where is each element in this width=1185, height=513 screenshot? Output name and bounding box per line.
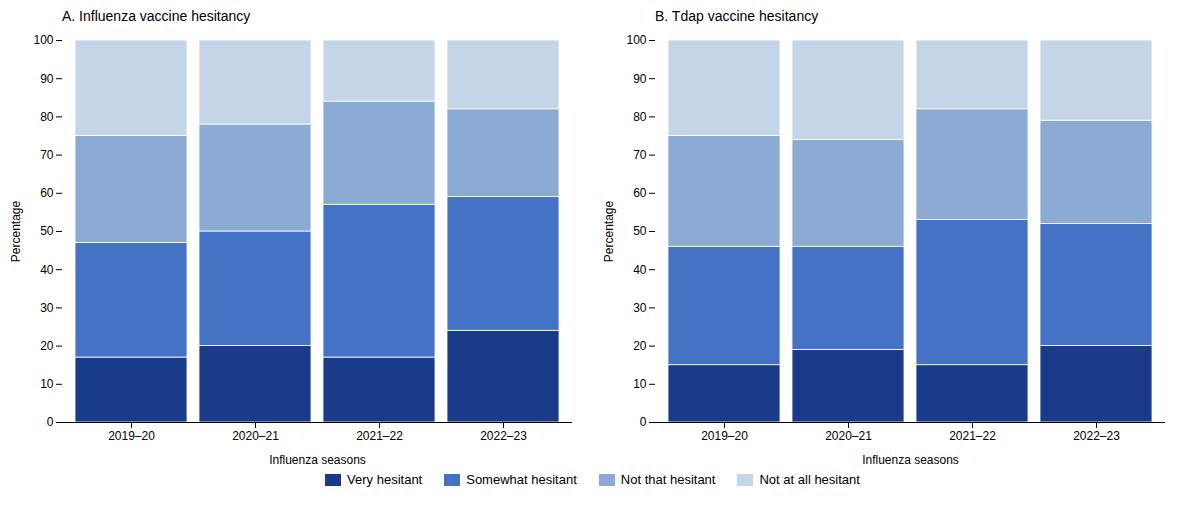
svg-text:Influenza seasons: Influenza seasons [269, 453, 366, 467]
svg-text:Influenza seasons: Influenza seasons [862, 453, 959, 467]
svg-text:2020–21: 2020–21 [232, 429, 279, 443]
svg-text:2021–22: 2021–22 [949, 429, 996, 443]
html-text:Not at all hesitant: Not at all hesitant [759, 472, 860, 487]
svg-text:2022–23: 2022–23 [480, 429, 527, 443]
svg-text:2019–20: 2019–20 [108, 429, 155, 443]
svg-text:2022–23: 2022–23 [1073, 429, 1120, 443]
svg-text:80: 80 [633, 110, 647, 124]
svg-text:30: 30 [633, 301, 647, 315]
svg-text:60: 60 [633, 186, 647, 200]
svg-text:100: 100 [626, 33, 646, 47]
html-text:Somewhat hesitant: Somewhat hesitant [466, 472, 577, 487]
svg-text:2020–21: 2020–21 [825, 429, 872, 443]
svg-text:100: 100 [33, 33, 53, 47]
svg-text:60: 60 [40, 186, 54, 200]
svg-text:70: 70 [40, 148, 54, 162]
svg-text:40: 40 [40, 263, 54, 277]
svg-text:90: 90 [40, 72, 54, 86]
svg-text:0: 0 [47, 415, 54, 429]
svg-text:80: 80 [40, 110, 54, 124]
svg-text:10: 10 [40, 377, 54, 391]
svg-text:Percentage: Percentage [9, 200, 23, 262]
html-text:Very hesitant: Very hesitant [347, 472, 423, 487]
html-text:B. Tdap vaccine hesitancy: B. Tdap vaccine hesitancy [655, 8, 819, 24]
svg-text:40: 40 [633, 263, 647, 277]
html-text:A. Influenza vaccine hesitancy: A. Influenza vaccine hesitancy [62, 8, 251, 24]
svg-text:90: 90 [633, 72, 647, 86]
svg-text:10: 10 [633, 377, 647, 391]
svg-text:70: 70 [633, 148, 647, 162]
svg-text:50: 50 [40, 224, 54, 238]
svg-text:2019–20: 2019–20 [701, 429, 748, 443]
svg-text:30: 30 [40, 301, 54, 315]
html-text:Not that hesitant: Not that hesitant [620, 472, 716, 487]
svg-text:2021–22: 2021–22 [356, 429, 403, 443]
svg-text:Percentage: Percentage [602, 200, 616, 262]
svg-text:0: 0 [640, 415, 647, 429]
svg-text:50: 50 [633, 224, 647, 238]
svg-text:20: 20 [633, 339, 647, 353]
svg-text:20: 20 [40, 339, 54, 353]
